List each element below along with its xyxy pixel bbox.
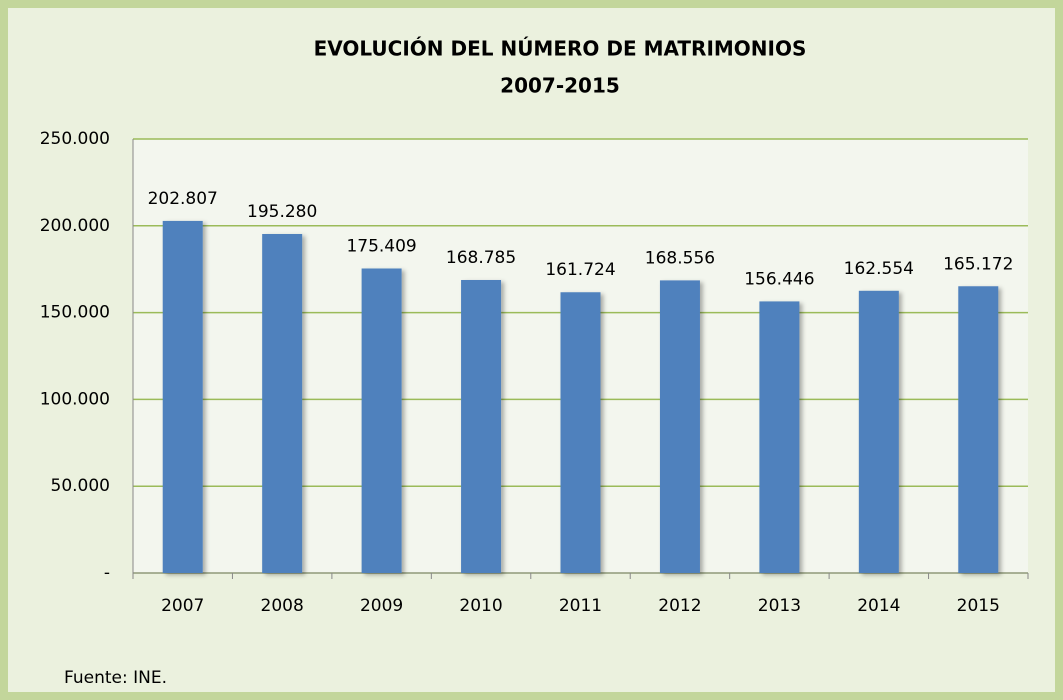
y-tick-label: 50.000 (51, 476, 110, 496)
data-label: 156.446 (744, 269, 814, 289)
y-tick-label: 100.000 (40, 389, 110, 409)
bar (162, 220, 203, 573)
data-label: 202.807 (148, 189, 218, 209)
x-tick-label: 2015 (957, 596, 1000, 616)
chart-subtitle: 2007-2015 (500, 74, 620, 98)
bar (262, 233, 303, 573)
bar (560, 292, 601, 573)
source-note: Fuente: INE. (64, 668, 167, 688)
data-label: 195.280 (247, 202, 317, 222)
y-tick-label: 250.000 (40, 129, 110, 149)
x-tick-label: 2013 (758, 596, 801, 616)
x-tick-label: 2012 (658, 596, 701, 616)
chart-title: EVOLUCIÓN DEL NÚMERO DE MATRIMONIOS (314, 37, 807, 61)
y-tick-label: 150.000 (40, 303, 110, 323)
x-tick-label: 2011 (559, 596, 602, 616)
data-label: 162.554 (844, 259, 914, 279)
y-tick-label: - (104, 563, 110, 583)
data-label: 168.785 (446, 248, 516, 268)
x-tick-label: 2007 (161, 596, 204, 616)
bar (858, 290, 899, 573)
data-label: 168.556 (645, 248, 715, 268)
data-label: 175.409 (346, 236, 416, 256)
x-tick-label: 2014 (857, 596, 900, 616)
data-label: 165.172 (943, 254, 1013, 274)
x-tick-label: 2010 (459, 596, 502, 616)
bar (759, 301, 800, 573)
bar (958, 286, 999, 573)
x-tick-label: 2009 (360, 596, 403, 616)
bar (659, 280, 700, 573)
y-tick-label: 200.000 (40, 216, 110, 236)
bar (361, 268, 402, 573)
bar (461, 279, 502, 573)
data-label: 161.724 (545, 260, 615, 280)
x-tick-label: 2008 (261, 596, 304, 616)
